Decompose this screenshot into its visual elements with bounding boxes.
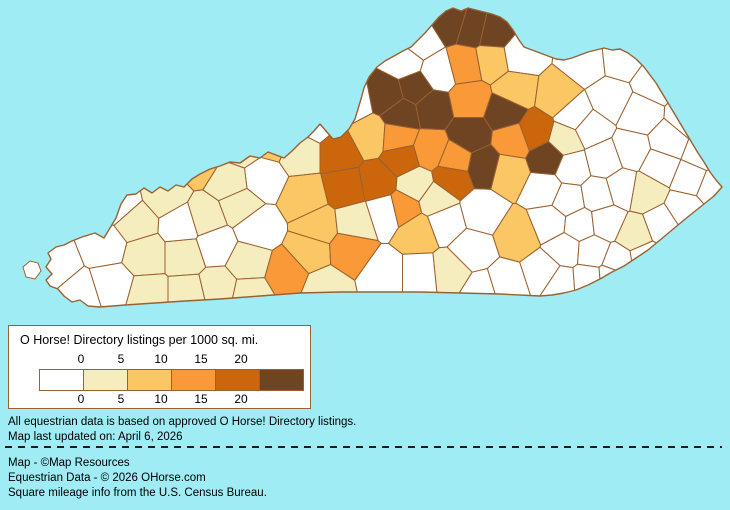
legend-swatch — [215, 370, 259, 390]
legend-tick-label: 0 — [77, 392, 85, 406]
legend-box: O Horse! Directory listings per 1000 sq.… — [8, 325, 311, 409]
county-shape — [46, 108, 143, 226]
credit-map-line: Map - ©Map Resources — [8, 457, 130, 469]
county-shape — [572, 263, 604, 307]
credits-block: Map - ©Map Resources Equestrian Data - ©… — [8, 456, 267, 501]
credit-data-line: Equestrian Data - © 2026 OHorse.com — [8, 472, 206, 484]
county-shape — [663, 189, 722, 287]
legend-tick-label: 5 — [117, 352, 125, 366]
data-notes: All equestrian data is based on approved… — [8, 415, 356, 444]
legend-tick-label: 15 — [194, 392, 208, 406]
legend-title: O Horse! Directory listings per 1000 sq.… — [20, 333, 259, 347]
legend-color-bar — [39, 369, 304, 391]
county-shape — [213, 62, 261, 169]
legend-tick-label: 20 — [234, 352, 248, 366]
legend-swatch — [171, 370, 215, 390]
county-shape — [202, 159, 248, 202]
county-shape — [628, 8, 722, 107]
legend-tick-label: 5 — [117, 392, 125, 406]
county-shape — [444, 117, 493, 154]
county-shape — [225, 8, 375, 94]
note-updated-line: Map last updated on: April 6, 2026 — [8, 430, 183, 443]
note-source-line: All equestrian data is based on approved… — [8, 416, 357, 428]
state-border — [45, 7, 723, 308]
legend-swatch — [83, 370, 127, 390]
legend-swatch — [259, 370, 303, 390]
dashed-divider — [5, 446, 722, 448]
legend-swatch — [40, 370, 83, 390]
county-shape — [234, 31, 294, 163]
county-shape — [46, 8, 178, 178]
county-shape — [84, 8, 239, 154]
credit-census-line: Square mileage info from the U.S. Census… — [8, 487, 267, 499]
legend-tick-label: 15 — [194, 352, 208, 366]
legend-ticks-bottom: 0 5 10 15 20 — [9, 392, 310, 406]
county-shape — [402, 252, 441, 307]
county-shape-island — [22, 260, 42, 280]
county-shape — [262, 58, 342, 144]
legend-tick-label: 10 — [154, 392, 168, 406]
legend-tick-label: 20 — [234, 392, 248, 406]
county-shape — [663, 47, 722, 140]
legend-tick-label: 0 — [77, 352, 85, 366]
legend-swatch — [127, 370, 171, 390]
county-shape — [198, 265, 238, 307]
legend-tick-label: 10 — [154, 352, 168, 366]
legend-ticks-top: 0 5 10 15 20 — [9, 352, 310, 366]
county-shape — [598, 264, 661, 307]
county-shape — [88, 262, 135, 307]
